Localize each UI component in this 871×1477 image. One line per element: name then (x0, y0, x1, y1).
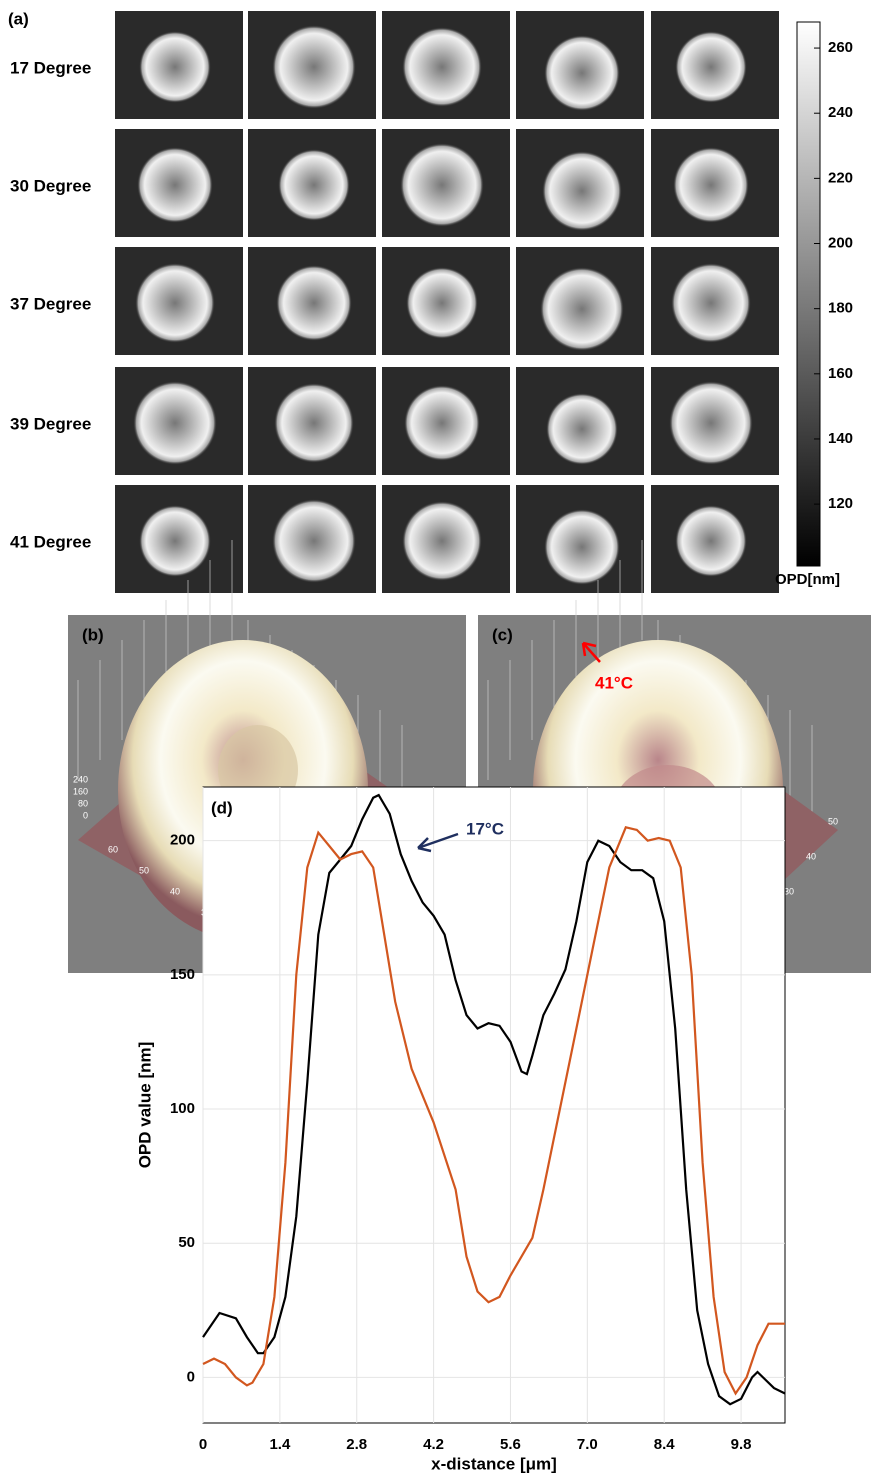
y-tick-label: 200 (170, 832, 195, 849)
colorbar-tick-label: 140 (828, 430, 853, 447)
cell (669, 381, 753, 465)
row-label: 37 Degree (10, 294, 91, 313)
cell (404, 385, 480, 461)
cell (406, 267, 478, 339)
colorbar-tick-label: 220 (828, 169, 853, 186)
colorbar-tick-label: 260 (828, 39, 853, 56)
cell (540, 267, 624, 351)
cell (137, 147, 213, 223)
y-axis-label: OPD value [nm] (135, 1042, 154, 1169)
y-tick-label: 0 (187, 1368, 195, 1385)
cell (139, 505, 211, 577)
y-tick-label: 30 (784, 886, 794, 896)
cell (544, 35, 620, 111)
cell (139, 31, 211, 103)
row-label: 30 Degree (10, 176, 91, 195)
cell (675, 31, 747, 103)
figure: (a) (b) (c) 17 Degree 30 Degree 37 Degree 3… (0, 0, 871, 1477)
y-tick-label: 150 (170, 966, 195, 983)
z-tick-label: 160 (73, 786, 88, 796)
x-tick-label: 40 (170, 886, 180, 896)
x-tick-label: 60 (108, 844, 118, 854)
colorbar-tick-label: 120 (828, 495, 853, 512)
cell (542, 151, 622, 231)
x-tick-label: 0 (199, 1436, 207, 1453)
x-tick-label: 2.8 (346, 1436, 367, 1453)
cell (274, 383, 354, 463)
cell (671, 263, 751, 343)
panel-label: (d) (211, 798, 233, 817)
z-tick-label: 80 (78, 798, 88, 808)
x-tick-label: 1.4 (269, 1436, 291, 1453)
cell (546, 393, 618, 465)
cell (675, 505, 747, 577)
panel-label: (c) (492, 625, 513, 644)
plot-area (203, 787, 785, 1423)
x-tick-label: 5.6 (500, 1436, 521, 1453)
annotation: 17°C (466, 819, 504, 838)
colorbar-tick-label: 240 (828, 104, 853, 121)
cell (400, 143, 484, 227)
annotation: 41°C (595, 673, 633, 692)
panel-label: (b) (82, 625, 104, 644)
row-label: 17 Degree (10, 58, 91, 77)
panel-label: (a) (8, 9, 29, 28)
y-tick-label: 100 (170, 1100, 195, 1117)
x-tick-label: 7.0 (577, 1436, 598, 1453)
colorbar-tick-label: 180 (828, 300, 853, 317)
cell (673, 147, 749, 223)
x-axis-label: x-distance [μm] (431, 1454, 557, 1473)
colorbar-tick-label: 200 (828, 234, 853, 251)
z-tick-label: 0 (83, 810, 88, 820)
cell (272, 25, 356, 109)
cell (135, 263, 215, 343)
cell (133, 381, 217, 465)
x-tick-label: 4.2 (423, 1436, 444, 1453)
cell (544, 509, 620, 585)
x-tick-label: 50 (139, 865, 149, 875)
row-label: 41 Degree (10, 532, 91, 551)
cell (276, 265, 352, 341)
y-tick-label: 50 (178, 1234, 195, 1251)
colorbar-title: OPD[nm] (775, 571, 840, 588)
cell (402, 27, 482, 107)
x-tick-label: 9.8 (731, 1436, 752, 1453)
row-label: 39 Degree (10, 414, 91, 433)
cell (402, 501, 482, 581)
x-tick-label: 8.4 (654, 1436, 676, 1453)
colorbar (797, 22, 820, 566)
cell (278, 149, 350, 221)
y-tick-label: 50 (828, 816, 838, 826)
y-tick-label: 40 (806, 851, 816, 861)
z-tick-label: 240 (73, 774, 88, 784)
colorbar-tick-label: 160 (828, 365, 853, 382)
cell (272, 499, 356, 583)
